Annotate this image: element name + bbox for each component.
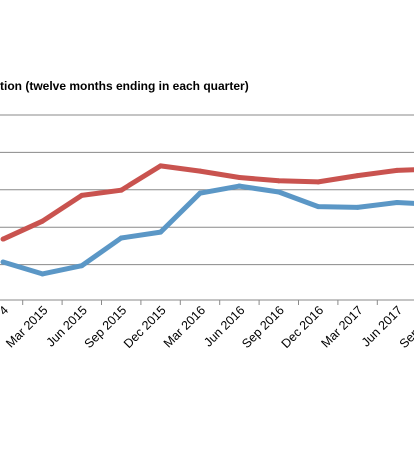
data-point: [236, 183, 242, 189]
data-point: [118, 235, 124, 241]
data-point: [355, 204, 361, 210]
x-tick-label: Dec 2016: [279, 303, 327, 351]
data-point: [355, 173, 361, 179]
x-tick-label: Dec 2015: [121, 303, 169, 351]
data-point: [276, 178, 282, 184]
data-point: [276, 189, 282, 195]
data-point: [0, 259, 6, 265]
data-point: [158, 163, 164, 169]
chart-title: tion (twelve months ending in each quart…: [0, 79, 249, 93]
x-tick-label: 4: [0, 303, 11, 318]
data-point: [315, 204, 321, 210]
data-point: [79, 263, 85, 269]
data-point: [0, 236, 6, 242]
data-point: [39, 218, 45, 224]
x-tick-label: Sep 2016: [239, 303, 287, 351]
x-tick-label: Mar 2017: [318, 303, 365, 350]
data-point: [118, 187, 124, 193]
x-axis: [0, 299, 414, 305]
data-point: [236, 174, 242, 180]
plot-area: [0, 163, 414, 277]
data-point: [394, 200, 400, 206]
data-point: [39, 271, 45, 277]
data-point: [197, 168, 203, 174]
data-point: [394, 167, 400, 173]
data-point: [158, 229, 164, 235]
x-tick-label: Sep 2015: [82, 303, 130, 351]
x-tick-label: Mar 2015: [3, 303, 50, 350]
series-line-blue: [2, 183, 414, 277]
x-tick-label: Mar 2016: [161, 303, 208, 350]
series-line-red: [1, 163, 414, 242]
data-point: [197, 190, 203, 196]
data-point: [315, 179, 321, 185]
data-point: [79, 192, 85, 198]
